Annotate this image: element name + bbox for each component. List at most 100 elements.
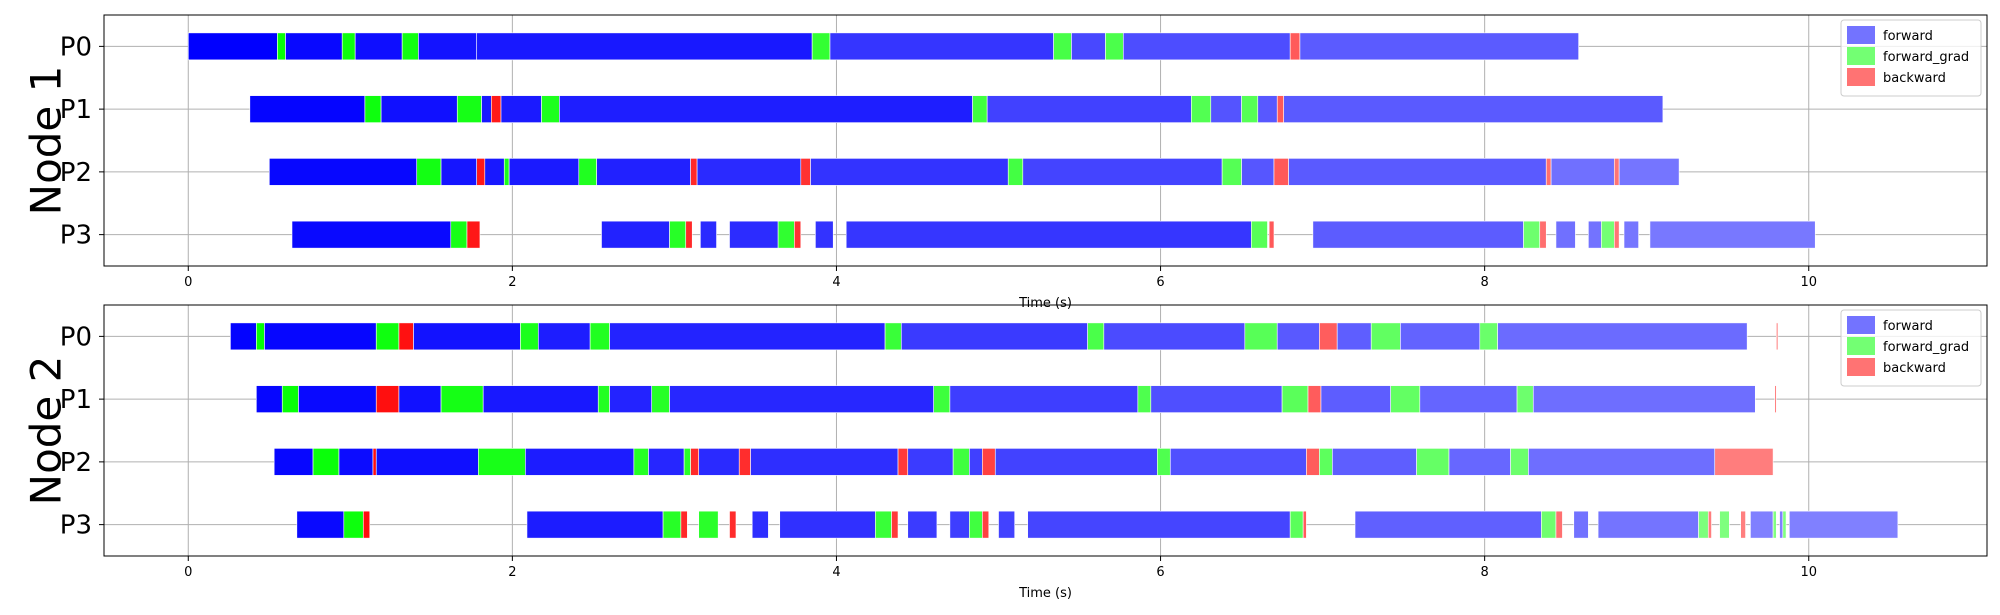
y-tick-label-p2: P2 — [60, 158, 92, 188]
bar-forward-p1 — [609, 385, 653, 413]
x-tick-label: 4 — [832, 275, 840, 290]
x-axis-label: Time (s) — [1018, 586, 1072, 601]
bar-forward-p0 — [1336, 322, 1372, 351]
bar-forward_grad-p3 — [1251, 220, 1268, 249]
y-tick-label-p0: P0 — [60, 322, 92, 352]
bar-forward-p0 — [1071, 32, 1106, 61]
bar-forward-p1 — [256, 385, 283, 413]
bar-forward_grad-p3 — [1782, 510, 1787, 539]
x-tick-label: 8 — [1481, 565, 1489, 580]
bar-backward-p2 — [372, 448, 377, 476]
bar-forward_grad-p1 — [597, 385, 610, 413]
bar-forward_grad-p1 — [456, 95, 482, 123]
bar-forward_grad-p2 — [578, 158, 597, 186]
bar-backward-p3 — [981, 510, 990, 539]
bar-forward-p1 — [1210, 95, 1242, 123]
bar-forward_grad-p0 — [520, 322, 539, 351]
bar-backward-p3 — [1302, 510, 1307, 539]
bar-forward-p2 — [907, 448, 954, 476]
bar-forward-p0 — [900, 322, 1088, 351]
bar-backward-p2 — [1306, 448, 1320, 476]
bar-forward-p2 — [1448, 448, 1511, 476]
bar-forward_grad-p0 — [589, 322, 610, 351]
bar-forward-p2 — [698, 448, 740, 476]
bar-backward-p2 — [897, 448, 909, 476]
bar-forward_grad-p1 — [440, 385, 484, 413]
bar-forward-p1 — [500, 95, 542, 123]
bar-forward-p2 — [750, 448, 899, 476]
bar-forward-p3 — [998, 510, 1016, 539]
legend-swatch-forward-grad — [1847, 47, 1875, 65]
bar-forward-p3 — [1623, 220, 1639, 249]
x-tick-label: 0 — [184, 565, 192, 580]
bar-forward-p2 — [1550, 158, 1615, 186]
x-tick-label: 8 — [1481, 275, 1489, 290]
bar-forward_grad-p2 — [1221, 158, 1242, 186]
node-label: Node 2 — [22, 356, 71, 506]
y-tick-label-p1: P1 — [60, 385, 92, 415]
bar-forward-p1 — [249, 95, 366, 123]
bar-forward-p0 — [264, 322, 377, 351]
bar-forward-p2 — [1169, 448, 1307, 476]
bar-forward-p2 — [484, 158, 505, 186]
x-tick-label: 2 — [508, 275, 516, 290]
bar-forward-p3 — [729, 220, 779, 249]
bar-forward-p1 — [949, 385, 1139, 413]
bar-forward_grad-p0 — [1479, 322, 1498, 351]
bar-forward-p1 — [1150, 385, 1283, 413]
bar-forward_grad-p3 — [777, 220, 795, 249]
bar-forward-p2 — [969, 448, 983, 476]
bar-forward_grad-p3 — [1698, 510, 1709, 539]
bar-forward_grad-p0 — [341, 32, 356, 61]
bar-forward-p2 — [1332, 448, 1417, 476]
bar-forward-p3 — [526, 510, 664, 539]
bar-forward-p3 — [1649, 220, 1816, 249]
bar-forward-p3 — [1573, 510, 1589, 539]
bar-forward_grad-p3 — [698, 510, 719, 539]
bar-forward_grad-p3 — [1289, 510, 1304, 539]
bar-forward_grad-p1 — [972, 95, 988, 123]
bar-backward-p2 — [1714, 448, 1774, 476]
bar-forward-p0 — [413, 322, 521, 351]
bar-backward-p3 — [1613, 220, 1620, 249]
bar-forward_grad-p3 — [875, 510, 892, 539]
bar-backward-p2 — [800, 158, 811, 186]
bar-forward_grad-p0 — [1053, 32, 1072, 61]
bar-forward_grad-p2 — [503, 158, 510, 186]
bar-forward_grad-p3 — [669, 220, 687, 249]
x-tick-label: 4 — [832, 565, 840, 580]
bar-forward_grad-p1 — [1516, 385, 1534, 413]
x-tick-label: 0 — [184, 275, 192, 290]
legend: forward forward_grad backward — [1840, 309, 1982, 387]
bar-forward-p2 — [994, 448, 1158, 476]
bar-forward_grad-p0 — [1244, 322, 1278, 351]
bar-forward-p0 — [285, 32, 343, 61]
bar-forward-p2 — [810, 158, 1009, 186]
bar-forward-p3 — [1312, 220, 1524, 249]
bar-backward-p3 — [362, 510, 371, 539]
legend-label-forward: forward — [1883, 29, 1933, 44]
bar-forward-p1 — [398, 385, 442, 413]
plot-frame — [103, 14, 1988, 267]
x-tick-label: 6 — [1156, 565, 1164, 580]
bar-forward_grad-p3 — [450, 220, 468, 249]
bar-backward-p3 — [794, 220, 802, 249]
bar-forward-p3 — [1597, 510, 1699, 539]
bar-backward-p1 — [1276, 95, 1285, 123]
bar-forward_grad-p2 — [1416, 448, 1450, 476]
bar-forward_grad-p2 — [416, 158, 442, 186]
bar-backward-p3 — [1539, 220, 1547, 249]
bar-forward-p3 — [296, 510, 345, 539]
bar-forward-p3 — [1779, 510, 1784, 539]
bar-forward-p2 — [338, 448, 374, 476]
bar-forward-p1 — [380, 95, 458, 123]
bar-forward-p1 — [298, 385, 377, 413]
bar-forward-p0 — [1497, 322, 1748, 351]
bar-forward-p3 — [815, 220, 834, 249]
bar-backward-p3 — [891, 510, 899, 539]
bar-forward_grad-p1 — [281, 385, 299, 413]
legend-label-forward-grad: forward_grad — [1883, 50, 1969, 65]
bar-forward-p2 — [268, 158, 418, 186]
panel-1: forward forward_grad backward — [99, 14, 1988, 271]
